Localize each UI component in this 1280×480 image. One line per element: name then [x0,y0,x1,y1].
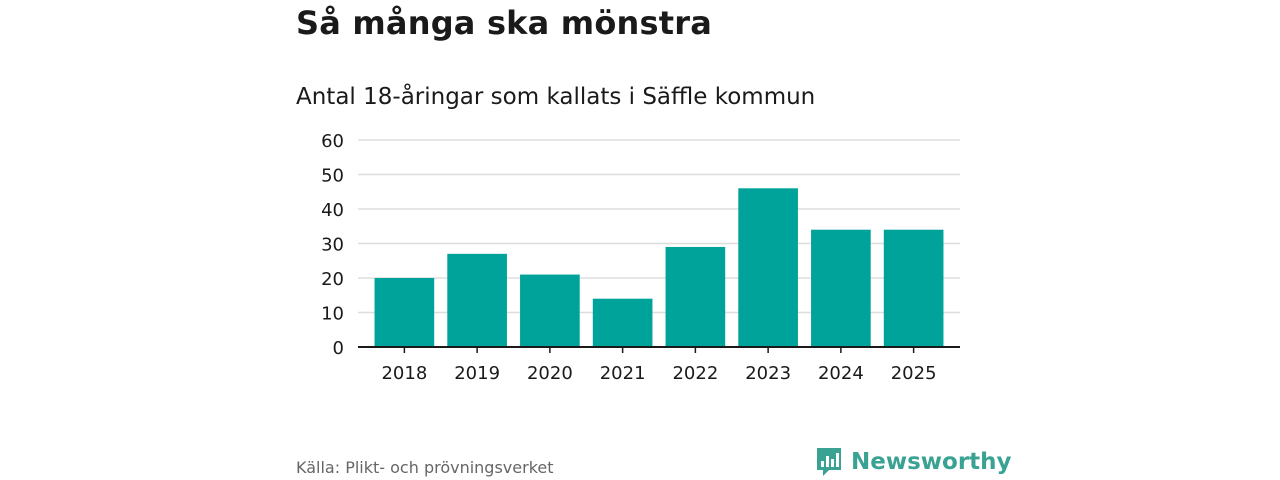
bars [374,188,944,347]
x-tick-label: 2023 [745,363,791,384]
bar-2020 [520,274,580,347]
x-tick-label: 2018 [381,363,427,384]
x-tick-label: 2020 [527,363,573,384]
bar-2023 [738,188,798,347]
x-tick-label: 2022 [672,363,718,384]
bar-2019 [447,253,507,347]
source-note: Källa: Plikt- och prövningsverket [296,458,554,477]
bar-2022 [665,246,726,347]
x-tick-label: 2025 [891,363,937,384]
chart-title: Så många ska mönstra [296,4,713,42]
x-tick-label: 2024 [818,363,864,384]
y-tick-label: 10 [321,304,344,325]
y-tick-label: 50 [321,166,344,187]
bar-2018 [374,278,435,347]
y-tick-label: 0 [333,338,344,359]
bar-2021 [592,298,653,347]
y-tick-label: 60 [321,131,344,152]
y-tick-label: 20 [321,269,344,290]
bar-2025 [883,229,944,347]
brand-name: Newsworthy [851,449,1012,475]
bar-2024 [811,229,871,347]
y-axis-ticks: 0 10 20 30 40 50 60 [321,131,344,359]
y-tick-label: 30 [321,235,344,256]
newsworthy-logo-icon [817,448,841,476]
x-axis-ticks: 2018 2019 2020 2021 2022 2023 2024 2025 [381,347,937,384]
chart-subtitle: Antal 18-åringar som kallats i Säffle ko… [296,84,816,110]
brand: Newsworthy [815,446,1012,478]
y-tick-label: 40 [321,200,344,221]
x-tick-label: 2019 [454,363,500,384]
x-tick-label: 2021 [600,363,646,384]
